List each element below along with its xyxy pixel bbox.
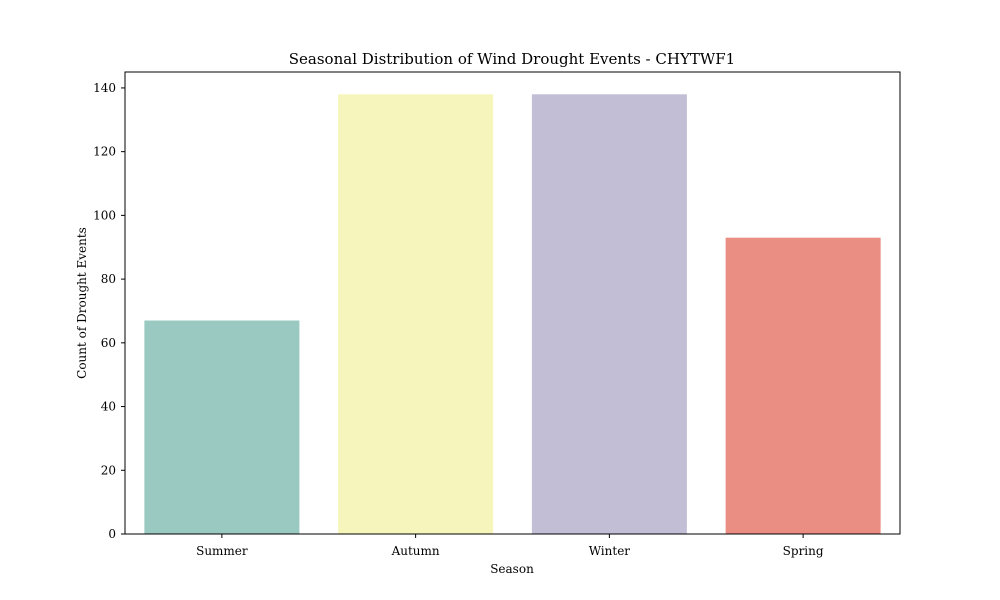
plot-frame [124, 71, 901, 535]
bars-group [144, 94, 881, 535]
y-tick-label: 0 [108, 527, 116, 541]
x-tick-label: Autumn [391, 544, 440, 558]
y-tick-label: 120 [93, 145, 116, 159]
bar-summer [144, 320, 300, 534]
bar-autumn [338, 94, 494, 534]
x-tick-label: Spring [783, 544, 824, 558]
x-tick-label: Summer [196, 544, 248, 558]
y-axis-label: Count of Drought Events [75, 227, 89, 379]
x-axis: Summer Autumn Winter Spring [196, 534, 824, 558]
y-axis: 0 20 40 60 80 100 120 140 [93, 81, 125, 541]
x-axis-label: Season [490, 562, 534, 576]
bar-spring [725, 237, 881, 535]
x-tick-label: Winter [589, 544, 631, 558]
y-tick-label: 140 [93, 81, 116, 95]
chart-title: Seasonal Distribution of Wind Drought Ev… [289, 50, 735, 68]
y-tick-label: 20 [101, 463, 116, 477]
y-tick-label: 40 [101, 400, 116, 414]
y-tick-label: 80 [101, 272, 116, 286]
y-tick-label: 100 [93, 208, 116, 222]
y-tick-label: 60 [101, 336, 116, 350]
bar-winter [531, 94, 687, 534]
